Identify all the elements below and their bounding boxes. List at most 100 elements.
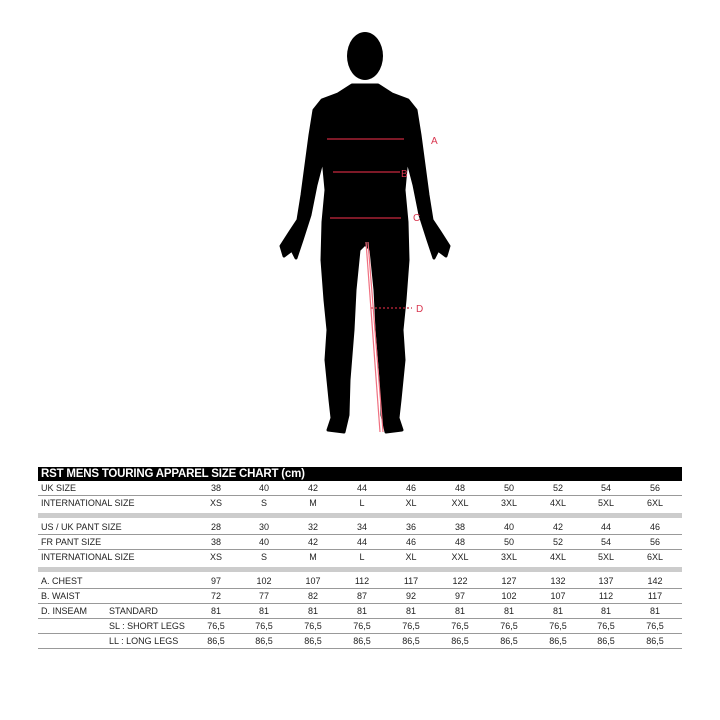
table-cell: 5XL	[597, 552, 614, 562]
label-a: A	[431, 136, 438, 147]
table-cell: 42	[307, 537, 318, 547]
table-cell: 52	[552, 537, 563, 547]
table-cell: 107	[550, 591, 566, 601]
table-cell: 81	[210, 606, 221, 616]
table-cell: 76,5	[451, 621, 469, 631]
table-cell: XL	[405, 552, 417, 562]
table-cell: L	[359, 498, 365, 508]
measurement-lines	[327, 138, 412, 433]
table-cell: 137	[598, 576, 614, 586]
table-cell: 86,5	[549, 636, 567, 646]
row-divider	[38, 618, 682, 619]
table-cell: 76,5	[304, 621, 322, 631]
row-divider	[38, 633, 682, 634]
table-cell: 142	[647, 576, 663, 586]
table-cell: 54	[600, 483, 611, 493]
row-label: UK SIZE	[41, 483, 77, 493]
table-cell: 38	[210, 483, 221, 493]
table-title: RST MENS TOURING APPAREL SIZE CHART (cm)	[38, 467, 682, 481]
table-cell: 127	[501, 576, 517, 586]
inseam-line	[367, 241, 384, 433]
label-b: B	[401, 169, 408, 180]
table-cell: 86,5	[255, 636, 273, 646]
table-cell: 6XL	[646, 498, 663, 508]
table-cell: S	[260, 552, 267, 562]
table-cell: 40	[503, 522, 514, 532]
group-separator	[38, 567, 682, 572]
table-cell: 3XL	[500, 498, 517, 508]
table-cell: 81	[405, 606, 416, 616]
label-c: C	[413, 213, 420, 224]
table-cell: XL	[405, 498, 417, 508]
table-row: A. CHEST 97 102 107 112 117 122 127 132 137 142	[38, 574, 682, 589]
table-cell: 86,5	[451, 636, 469, 646]
table-cell: 48	[454, 537, 465, 547]
table-cell: 86,5	[207, 636, 225, 646]
row-label: INTERNATIONAL SIZE	[41, 498, 135, 508]
table-cell: 76,5	[500, 621, 518, 631]
table-cell: 76,5	[646, 621, 664, 631]
table-cell: 81	[649, 606, 660, 616]
table-cell: 4XL	[549, 552, 566, 562]
table-cell: 30	[258, 522, 269, 532]
table-cell: 81	[552, 606, 563, 616]
size-chart-table: RST MENS TOURING APPAREL SIZE CHART (cm)…	[38, 467, 682, 649]
table-cell: 4XL	[549, 498, 566, 508]
table-cell: 81	[307, 606, 318, 616]
row-sublabel: SL : SHORT LEGS	[109, 621, 185, 631]
row-sublabel: STANDARD	[109, 606, 158, 616]
table-cell: 81	[600, 606, 611, 616]
table-cell: 76,5	[255, 621, 273, 631]
table-cell: 6XL	[646, 552, 663, 562]
row-label: D. INSEAM	[41, 606, 88, 616]
table-row: INTERNATIONAL SIZE XS S M L XL XXL 3XL 4XL 5XL 6XL	[38, 496, 682, 511]
row-label: FR PANT SIZE	[41, 537, 102, 547]
table-cell: 46	[649, 522, 660, 532]
table-cell: 117	[403, 576, 419, 586]
table-cell: M	[309, 552, 317, 562]
table-cell: 81	[454, 606, 465, 616]
row-label: A. CHEST	[41, 576, 83, 586]
table-cell: 86,5	[353, 636, 371, 646]
table-cell: 50	[503, 537, 514, 547]
table-row: LL : LONG LEGS 86,5 86,5 86,5 86,5 86,5 86,5 86…	[38, 634, 682, 649]
table-cell: 72	[210, 591, 221, 601]
table-cell: 76,5	[402, 621, 420, 631]
table-cell: 56	[649, 537, 660, 547]
table-cell: XS	[209, 552, 222, 562]
table-cell: 102	[256, 576, 272, 586]
table-row: D. INSEAM STANDARD 81 81 81 81 81 81 81 81 81 81	[38, 604, 682, 619]
table-cell: 86,5	[500, 636, 518, 646]
table-cell: 76,5	[207, 621, 225, 631]
label-d: D	[416, 304, 423, 315]
table-cell: 81	[503, 606, 514, 616]
table-cell: 5XL	[597, 498, 614, 508]
table-cell: 112	[354, 576, 370, 586]
table-cell: 92	[405, 591, 416, 601]
table-cell: 97	[210, 576, 221, 586]
table-cell: XXL	[451, 552, 469, 562]
table-cell: 54	[600, 537, 611, 547]
row-label: US / UK PANT SIZE	[41, 522, 122, 532]
table-cell: 132	[550, 576, 566, 586]
table-cell: 48	[454, 483, 465, 493]
table-cell: XS	[209, 498, 222, 508]
table-cell: 107	[305, 576, 321, 586]
table-cell: 40	[258, 537, 269, 547]
table-cell: 38	[454, 522, 465, 532]
table-row: B. WAIST 72 77 82 87 92 97 102 107 112 117	[38, 589, 682, 604]
table-cell: S	[260, 498, 267, 508]
row-sublabel: LL : LONG LEGS	[109, 636, 179, 646]
table-cell: 28	[210, 522, 221, 532]
table-cell: 34	[356, 522, 367, 532]
group-separator	[38, 513, 682, 518]
table-cell: 76,5	[549, 621, 567, 631]
table-cell: 112	[598, 591, 614, 601]
table-cell: 77	[258, 591, 269, 601]
table-cell: 32	[307, 522, 318, 532]
table-cell: 42	[307, 483, 318, 493]
table-cell: 102	[501, 591, 517, 601]
table-cell: 46	[405, 537, 416, 547]
table-cell: 86,5	[597, 636, 615, 646]
table-cell: 52	[552, 483, 563, 493]
